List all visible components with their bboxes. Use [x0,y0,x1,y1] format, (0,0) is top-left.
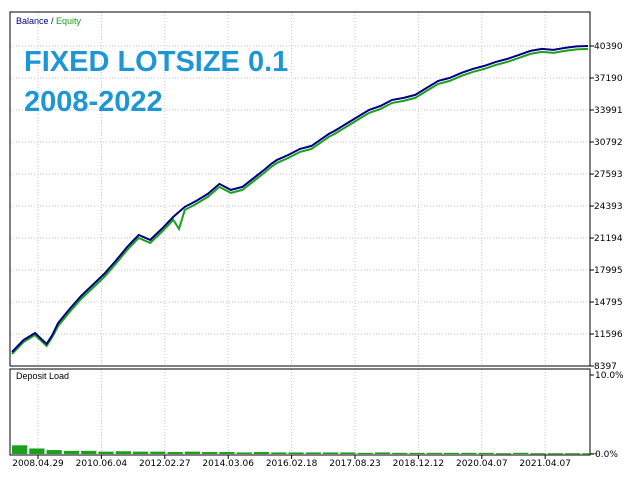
y-tick-label: 27593 [594,170,623,180]
legend-equity-label: Equity [56,16,82,26]
deposit-load-bar [81,450,97,454]
legend-separator: / [48,16,57,26]
main-plot-frame [9,11,591,367]
deposit-load-bar [12,445,28,454]
deposit-load-bar [253,452,270,454]
deposit-load-bar [132,451,149,454]
deposit-plot-frame [9,368,591,456]
deposit-load-bar [323,452,339,454]
y-tick-label: 33991 [594,106,623,116]
deposit-panel: 10.0% 0.0% [9,368,624,460]
deposit-load-bar [461,452,477,454]
y-tick-label: 30792 [594,138,623,148]
deposit-load-bar [115,451,131,454]
deposit-load-bar [444,452,460,454]
y-tick-label: 40390 [594,42,623,52]
main-gridlines [10,12,590,366]
x-tick-label: 2016.02.18 [266,459,318,469]
x-tick-label: 2018.12.12 [393,459,445,469]
deposit-load-bar [305,452,322,454]
x-axis-ticks: 2008.04.29 2010.06.04 2012.02.27 2014.03.06… [12,455,571,469]
deposit-load-bar [547,453,563,455]
deposit-load-bar [478,452,494,454]
x-tick-label: 2008.04.29 [12,459,64,469]
deposit-load-bar [63,450,80,454]
x-tick-label: 2014.03.06 [202,459,254,469]
deposit-gridlines [37,369,546,455]
deposit-y-tick-label: 10.0% [595,371,624,381]
deposit-load-bar [357,452,373,454]
y-tick-label: 17995 [594,266,623,276]
deposit-load-bar [513,452,529,454]
deposit-load-bar [564,453,581,455]
deposit-load-bar [271,452,287,454]
deposit-load-bar [530,453,546,455]
deposit-load-bar [150,451,166,454]
x-tick-label: 2012.02.27 [139,459,191,469]
deposit-load-bar [167,452,183,454]
x-tick-label: 2010.06.04 [76,459,128,469]
deposit-load-bar [582,453,598,455]
deposit-load-bar [495,453,512,455]
overlay-title-line2: 2008-2022 [24,86,163,118]
deposit-load-bar [98,451,114,454]
deposit-bars [12,445,598,455]
deposit-load-bar [29,448,45,454]
deposit-y-tick-label: 0.0% [595,450,618,460]
y-tick-label: 8397 [594,362,617,372]
x-tick-label: 2020.04.07 [456,459,508,469]
y-tick-label: 37190 [594,74,623,84]
y-tick-label: 24393 [594,202,623,212]
legend-balance-label: Balance [16,16,49,26]
y-tick-label: 21194 [594,234,623,244]
main-panel: 8397 11596 14795 17995 21194 24393 27593 30792 3… [9,11,623,372]
deposit-load-bar [46,450,62,454]
deposit-load-title: Deposit Load [16,371,70,381]
y-axis-ticks: 8397 11596 14795 17995 21194 24393 27593 30792 3… [590,42,623,372]
x-tick-label: 2021.04.07 [519,459,571,469]
deposit-load-bar [340,452,356,454]
deposit-load-bar [374,452,391,454]
deposit-load-bar [202,452,218,454]
chart-legend: Balance / Equity [16,16,81,26]
deposit-y-axis-ticks: 10.0% 0.0% [590,371,624,460]
overlay-title-line1: FIXED LOTSIZE 0.1 [24,46,289,78]
deposit-load-bar [426,452,442,454]
deposit-load-bar [392,452,408,454]
deposit-load-bar [409,452,425,454]
balance-line [11,45,589,353]
y-tick-label: 11596 [594,330,623,340]
equity-line [11,47,589,355]
deposit-load-bar [236,452,252,454]
x-tick-label: 2017.08.23 [329,459,381,469]
deposit-load-bar [184,451,201,454]
y-tick-label: 14795 [594,298,623,308]
deposit-load-bar [219,452,235,454]
deposit-load-bar [288,452,304,454]
